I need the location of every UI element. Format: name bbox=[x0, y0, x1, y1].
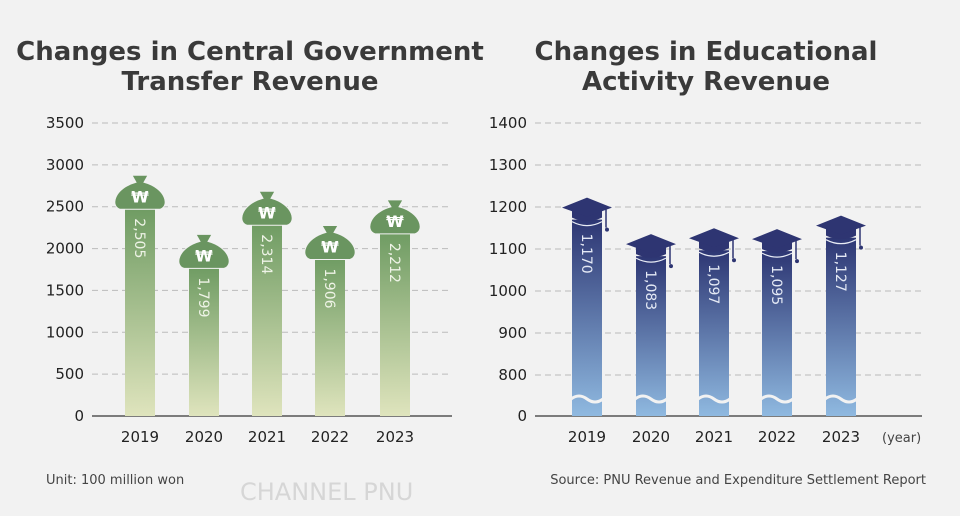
won-sign: ₩ bbox=[258, 203, 276, 222]
value-label: 1,095 bbox=[768, 265, 784, 305]
x-tick-label: 2022 bbox=[758, 428, 796, 446]
value-label: 1,170 bbox=[578, 234, 594, 274]
value-label: 1,097 bbox=[705, 264, 721, 304]
x-tick-label: 2022 bbox=[311, 428, 349, 446]
bar bbox=[826, 237, 856, 416]
tassel-end bbox=[605, 227, 609, 232]
x-tick-label: 2019 bbox=[121, 428, 159, 446]
axis-break-mark bbox=[634, 394, 668, 404]
chart2-title-line1: Changes in Educational bbox=[535, 37, 878, 67]
bar bbox=[636, 256, 666, 416]
value-label: 1,083 bbox=[642, 270, 658, 310]
y-tick-label: 2000 bbox=[46, 240, 84, 258]
x-tick-label: 2020 bbox=[632, 428, 670, 446]
cap-band bbox=[698, 251, 730, 257]
bar bbox=[189, 265, 219, 416]
bar bbox=[699, 250, 729, 416]
y-tick-label: 1400 bbox=[489, 114, 527, 132]
x-tick-label: 2020 bbox=[185, 428, 223, 446]
cap-band bbox=[825, 239, 857, 245]
bar bbox=[252, 222, 282, 416]
graduation-cap-icon bbox=[626, 234, 676, 254]
y-tick-label: 1500 bbox=[46, 281, 84, 299]
cap-band bbox=[761, 252, 793, 258]
chart1-title-line1: Changes in Central Government bbox=[16, 37, 484, 67]
y-tick-label: 2500 bbox=[46, 198, 84, 216]
value-label: 1,799 bbox=[195, 277, 211, 317]
value-label: 2,212 bbox=[386, 243, 402, 283]
axis-break-mark bbox=[824, 394, 858, 404]
bar bbox=[315, 256, 345, 416]
tassel-end bbox=[795, 259, 799, 264]
graduation-cap-icon bbox=[816, 215, 866, 235]
x-tick-label: 2019 bbox=[568, 428, 606, 446]
axis-break-mark bbox=[697, 394, 731, 404]
source-note: Source: PNU Revenue and Expenditure Sett… bbox=[550, 473, 926, 488]
bar bbox=[125, 206, 155, 416]
y-tick-label: 900 bbox=[498, 324, 527, 342]
value-label: 2,314 bbox=[258, 234, 274, 274]
won-sign: ₩ bbox=[131, 187, 149, 206]
money-bag-won-icon bbox=[304, 224, 356, 260]
tassel-end bbox=[859, 245, 863, 250]
x-tick-label: 2023 bbox=[376, 428, 414, 446]
x-tick-label: 2023 bbox=[822, 428, 860, 446]
y-tick-label: 500 bbox=[55, 365, 84, 383]
y-tick-label: 3500 bbox=[46, 114, 84, 132]
won-sign: ₩ bbox=[386, 212, 404, 231]
won-sign: ₩ bbox=[195, 246, 213, 265]
tassel-end bbox=[669, 264, 673, 269]
money-bag-won-icon bbox=[241, 190, 293, 226]
y-tick-label: 1000 bbox=[46, 323, 84, 341]
y-tick-label: 3000 bbox=[46, 156, 84, 174]
watermark: CHANNEL PNU bbox=[240, 478, 413, 506]
graduation-cap-icon bbox=[689, 228, 739, 248]
chart1-title-line2: Transfer Revenue bbox=[122, 67, 379, 97]
y-tick-label: 0 bbox=[517, 407, 527, 425]
y-tick-label: 1100 bbox=[489, 240, 527, 258]
value-label: 1,906 bbox=[321, 268, 337, 308]
bar bbox=[380, 230, 410, 416]
bar bbox=[762, 251, 792, 416]
value-label: 2,505 bbox=[131, 218, 147, 258]
x-tick-label: 2021 bbox=[248, 428, 286, 446]
y-tick-label: 1200 bbox=[489, 198, 527, 216]
chart2-title-line2: Activity Revenue bbox=[582, 67, 830, 97]
axis-break-mark bbox=[760, 394, 794, 404]
y-tick-label: 1300 bbox=[489, 156, 527, 174]
y-tick-label: 1000 bbox=[489, 282, 527, 300]
cap-band bbox=[635, 257, 667, 263]
cap-band bbox=[571, 221, 603, 227]
year-unit-label: (year) bbox=[882, 431, 921, 446]
graduation-cap-icon bbox=[562, 197, 612, 217]
graduation-cap-icon bbox=[752, 229, 802, 249]
x-tick-label: 2021 bbox=[695, 428, 733, 446]
tassel-end bbox=[732, 258, 736, 263]
money-bag-won-icon bbox=[178, 233, 230, 269]
y-tick-label: 0 bbox=[74, 407, 84, 425]
money-bag-won-icon bbox=[114, 174, 166, 210]
y-tick-label: 800 bbox=[498, 366, 527, 384]
value-label: 1,127 bbox=[832, 252, 848, 292]
money-bag-won-icon bbox=[369, 199, 421, 235]
won-sign: ₩ bbox=[321, 237, 339, 256]
unit-note: Unit: 100 million won bbox=[46, 473, 184, 488]
axis-break-mark bbox=[570, 394, 604, 404]
bar bbox=[572, 219, 602, 416]
